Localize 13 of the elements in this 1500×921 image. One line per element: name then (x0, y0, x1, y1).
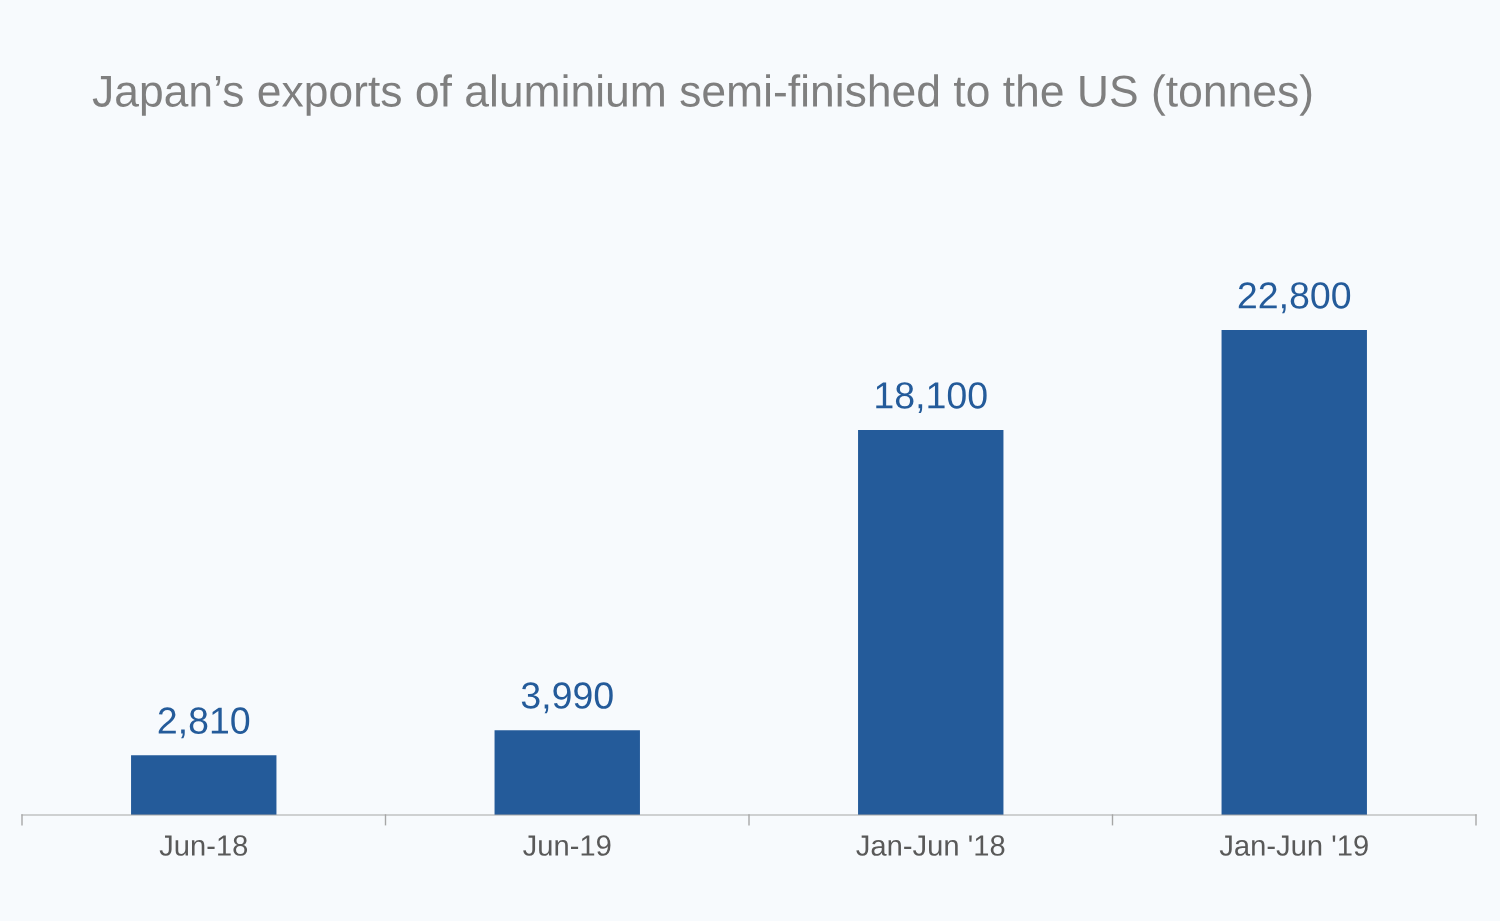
bar (494, 730, 640, 815)
chart-title: Japan’s exports of aluminium semi-finished to the US (tonnes) (92, 74, 1312, 116)
data-label: 2,810 (158, 707, 250, 739)
data-label: 22,800 (1238, 282, 1351, 314)
bar (858, 430, 1004, 815)
x-tick-label: Jan-Jun '19 (1219, 835, 1368, 856)
x-tick-label: Jun-19 (523, 835, 611, 856)
x-tick-label: Jan-Jun '18 (856, 835, 1005, 856)
data-label: 3,990 (521, 682, 613, 714)
x-tick-label: Jun-18 (159, 835, 248, 856)
bar (131, 755, 277, 815)
bar (1221, 330, 1367, 815)
data-label: 18,100 (876, 382, 987, 414)
